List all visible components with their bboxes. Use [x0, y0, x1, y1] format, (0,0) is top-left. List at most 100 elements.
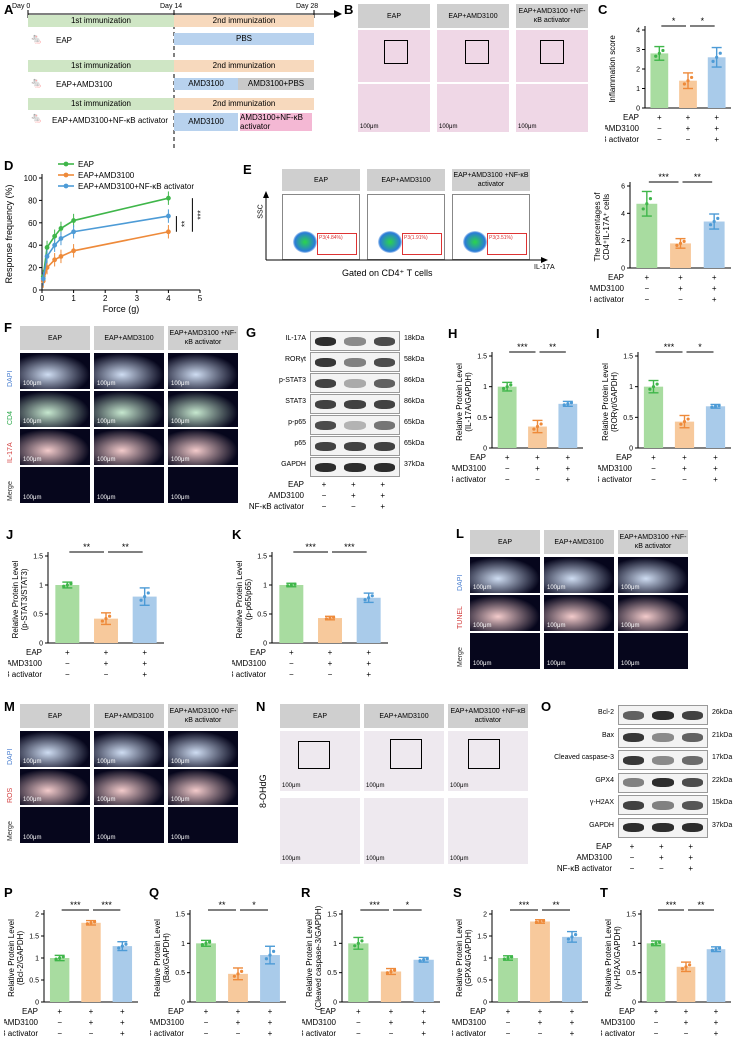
treatment-label: EAP [26, 648, 42, 657]
treatment-sign: − [654, 1018, 659, 1027]
y-tick-label: 0 [483, 446, 487, 453]
panel-label-j: J [6, 527, 14, 542]
blot-band [681, 778, 703, 787]
y-tick-label: 2 [483, 912, 487, 919]
treatment-sign: + [366, 659, 371, 668]
y-tick-label: 4 [621, 211, 625, 218]
bar [348, 943, 369, 1002]
treatment-label: NF-κB activator [302, 1029, 336, 1038]
scale-bar: 100μm [171, 457, 190, 463]
flow-plot: P3(1.91%) [367, 194, 445, 260]
treatment-label: NF-κB activator [452, 1029, 486, 1038]
scale-bar: 100μm [97, 835, 116, 841]
treatment-sign: + [421, 1029, 426, 1038]
scale-bar: 100μm [171, 419, 190, 425]
data-point [425, 957, 429, 961]
bar [562, 936, 582, 1002]
protein-label: p-p65 [288, 419, 306, 426]
g1-pbs: PBS [174, 33, 314, 45]
mw-label: 37kDa [404, 461, 425, 468]
treatment-sign: − [328, 670, 333, 679]
flow-gated: Gated on CD4⁺ T cells [342, 268, 433, 278]
treatment-label: EAP [470, 453, 486, 462]
treatment-sign: + [380, 502, 385, 511]
scale-bar: 100μm [547, 661, 566, 667]
y-tick-label: 80 [28, 196, 37, 205]
panel-label-n: N [256, 699, 266, 714]
treatment-label: EAP [22, 1007, 38, 1016]
treatment-sign: + [659, 853, 664, 862]
y-tick-label: 1.5 [623, 354, 633, 361]
g3-label: EAP+AMD3100+NF-κB activator [52, 116, 169, 125]
treatment-sign: + [565, 453, 570, 462]
protein-label: GPX4 [595, 776, 614, 784]
scale-bar: 100μm [621, 585, 640, 591]
treatment-sign: + [65, 648, 70, 657]
data-point [264, 957, 268, 961]
treatment-sign: + [570, 1029, 575, 1038]
treatment-sign: − [104, 670, 109, 679]
protein-label: Cleaved caspase-3 [554, 754, 614, 761]
data-point [240, 969, 244, 973]
blot-strip [618, 750, 708, 770]
fluorescence-image: 100μm [618, 557, 688, 593]
protein-label: p65 [294, 440, 306, 447]
blot-band [681, 800, 703, 810]
bar [49, 958, 70, 1002]
data-point [293, 582, 297, 586]
sig-label: *** [305, 542, 316, 552]
x-axis-label: Force (g) [103, 304, 140, 314]
f-hdr: EAP+AMD3100 [94, 326, 164, 350]
panel-label-q: Q [149, 885, 160, 900]
sig-label: ** [218, 900, 226, 910]
data-point [58, 956, 62, 960]
treatment-sign: − [57, 1029, 62, 1038]
treatment-label: EAP [623, 113, 639, 122]
y-axis-label: Relative Protein Level [455, 363, 464, 441]
treatment-sign: − [351, 502, 356, 511]
treatment-sign: − [657, 135, 662, 144]
treatment-sign: − [389, 1029, 394, 1038]
treatment-sign: + [535, 464, 540, 473]
blot-strip [618, 772, 708, 793]
fluorescence-image: 100μm [168, 429, 238, 465]
data-point [166, 229, 171, 235]
data-point [715, 55, 719, 59]
chart-t: 0 0.5 1 1.5 Relative Protein Level (γ-H2AX/GA… [601, 900, 731, 1038]
x-tick-label: 5 [198, 294, 203, 303]
fluorescence-image: 100μm [470, 633, 540, 669]
blot-band [315, 336, 337, 346]
channel-label: Merge [7, 821, 14, 841]
data-point [675, 243, 679, 248]
treatment-sign: + [713, 453, 718, 462]
scale-bar: 100μm [97, 381, 116, 387]
y-axis-label: Relative Protein Level [305, 919, 314, 997]
y-tick-label: 1 [333, 941, 337, 948]
data-point [389, 969, 393, 974]
y-tick-label: 2 [636, 67, 640, 74]
treatment-sign: − [506, 1018, 511, 1027]
data-point [422, 958, 426, 962]
data-point [688, 963, 692, 967]
data-point [717, 403, 721, 408]
channel-label: TUNEL [457, 606, 464, 629]
sig-label: * [701, 16, 705, 26]
g3-second-imm: 2nd immunization [174, 98, 314, 110]
scale-bar: 100μm [97, 797, 116, 803]
treatment-sign: + [678, 273, 683, 282]
bar [497, 386, 517, 448]
data-point [58, 226, 64, 231]
bar [413, 959, 434, 1002]
treatment-label: AMD3100 [8, 659, 43, 668]
g2-first-imm: 1st immunization [28, 60, 174, 72]
treatment-sign: + [505, 453, 510, 462]
data-point [356, 941, 360, 945]
sig-label: ** [83, 542, 91, 552]
sig-label: *** [519, 900, 530, 910]
data-point [716, 216, 720, 220]
data-point [506, 956, 510, 960]
data-point [655, 382, 659, 386]
data-point [711, 59, 715, 63]
scale-bar: 100μm [23, 495, 42, 501]
l-hdr: EAP+AMD3100 +NF-κB activator [618, 530, 688, 554]
